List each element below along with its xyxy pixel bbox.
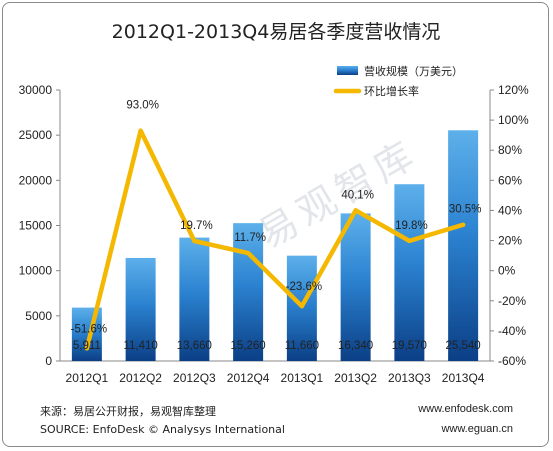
x-tick-label: 2012Q4 — [227, 371, 270, 385]
legend-line-label: 环比增长率 — [364, 84, 419, 98]
x-tick-label: 2013Q4 — [442, 371, 485, 385]
y-tick-label: 0 — [45, 354, 52, 368]
legend-bar-label: 营收规模（万美元） — [364, 64, 463, 78]
bar — [233, 223, 264, 361]
line-point — [299, 304, 304, 309]
line-value-label: 40.1% — [341, 189, 374, 201]
url-enfodesk: www.enfodesk.com — [418, 403, 513, 415]
x-tick-label: 2013Q1 — [281, 371, 324, 385]
bar-value-label: 11,410 — [123, 340, 157, 352]
line-point — [461, 222, 466, 227]
y-tick-label: 15000 — [19, 219, 53, 233]
line-point — [246, 251, 251, 256]
line-value-label: 93.0% — [126, 100, 159, 112]
y2-tick-label: 60% — [498, 173, 522, 187]
y2-tick-label: 20% — [498, 234, 522, 248]
bar — [448, 130, 479, 361]
bar — [179, 237, 210, 361]
y2-tick-label: -20% — [498, 294, 526, 308]
x-tick-label: 2013Q2 — [334, 371, 377, 385]
line-value-label: -23.6% — [286, 281, 322, 293]
bar — [340, 213, 371, 361]
y-tick-label: 5000 — [25, 309, 52, 323]
y2-tick-label: 120% — [498, 83, 529, 97]
x-tick-label: 2012Q1 — [66, 371, 109, 385]
source-cn: 来源：易居公开财报，易观智库整理 — [40, 405, 216, 418]
line-point — [353, 208, 358, 213]
y-tick-label: 10000 — [19, 264, 53, 278]
line-point — [192, 239, 197, 244]
y2-tick-label: 100% — [498, 113, 529, 127]
chart-title: 2012Q1-2013Q4易居各季度营收情况 — [112, 21, 441, 43]
bar-value-label: 19,570 — [392, 340, 427, 352]
y2-tick-label: 0% — [498, 264, 516, 278]
bar-value-label: 13,660 — [177, 340, 212, 352]
line-value-label: 19.7% — [180, 220, 213, 232]
x-tick-label: 2013Q3 — [388, 371, 431, 385]
y-tick-label: 20000 — [19, 173, 53, 187]
line-point — [138, 128, 143, 133]
line-point — [407, 238, 412, 243]
y2-tick-label: 40% — [498, 203, 522, 217]
x-tick-label: 2012Q2 — [119, 371, 162, 385]
line-point — [84, 346, 89, 351]
legend-bar-swatch — [337, 66, 358, 75]
line-value-label: 11.7% — [234, 232, 266, 244]
bar — [394, 184, 425, 361]
bar-value-label: 16,340 — [338, 340, 373, 352]
bar-value-label: 11,660 — [285, 340, 319, 352]
x-tick-label: 2012Q3 — [173, 371, 216, 385]
line-value-label: 30.5% — [449, 204, 482, 216]
y2-tick-label: -40% — [498, 324, 526, 338]
line-value-label: -51.6% — [71, 323, 107, 335]
y-tick-label: 25000 — [19, 128, 53, 142]
bar — [125, 257, 156, 361]
url-eguan: www.eguan.cn — [441, 423, 513, 435]
bar-value-label: 25,540 — [446, 340, 481, 352]
y2-tick-label: -60% — [498, 354, 526, 368]
bar-value-label: 5,911 — [73, 340, 101, 352]
source-en: SOURCE: EnfoDesk © Analysys Internationa… — [40, 423, 285, 436]
growth-line — [84, 128, 466, 351]
line-value-label: 19.8% — [395, 220, 428, 232]
y-tick-label: 30000 — [19, 83, 53, 97]
y2-tick-label: 80% — [498, 143, 522, 157]
bar-value-label: 15,260 — [231, 340, 266, 352]
